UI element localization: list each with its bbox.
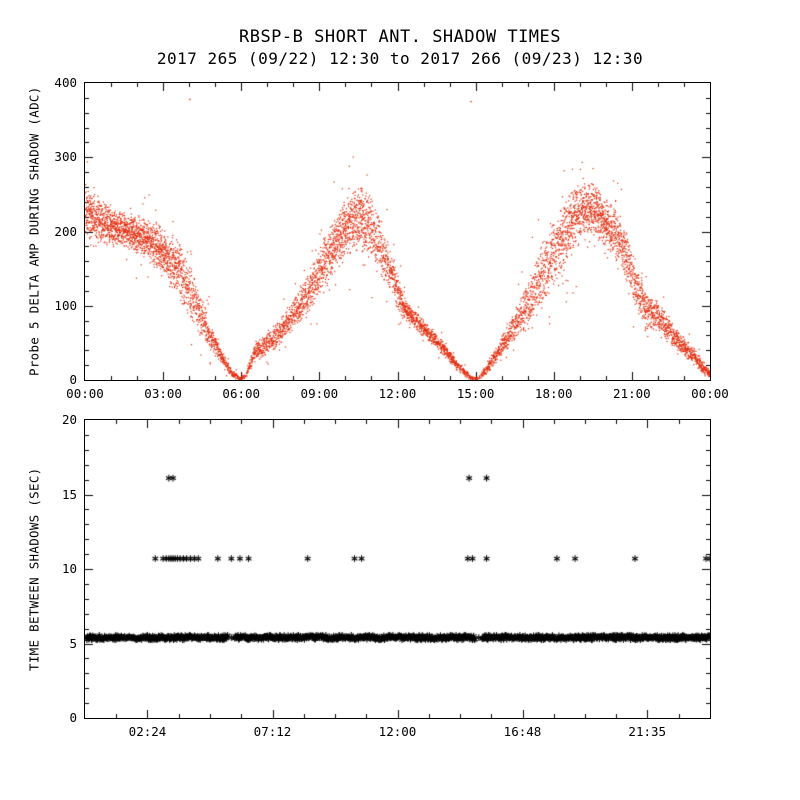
bottom-scatter-panel: TIME BETWEEN SHADOWS (SEC) 02:24 07:12 12:… <box>27 412 711 739</box>
chart-subtitle: 2017 265 (09/22) 12:30 to 2017 266 (09/2… <box>156 49 644 68</box>
x-tick-label: 18:00 <box>534 386 573 401</box>
top-scatter-panel: Probe 5 DELTA AMP DURING SHADOW (ADC) 00… <box>27 75 729 401</box>
x-tick-label: 00:00 <box>691 386 729 401</box>
y-tick-label: 5 <box>69 635 77 651</box>
top-y-axis-label: Probe 5 DELTA AMP DURING SHADOW (ADC) <box>26 86 42 377</box>
y-tick-label: 20 <box>61 412 77 427</box>
y-tick-label: 200 <box>54 223 77 239</box>
y-tick-label: 15 <box>61 486 77 502</box>
y-tick-label: 0 <box>69 372 77 387</box>
x-tick-label: 06:00 <box>222 386 261 401</box>
x-tick-label: 02:24 <box>128 724 167 739</box>
y-tick-label: 100 <box>54 297 77 313</box>
x-tick-label: 21:35 <box>628 724 667 739</box>
x-tick-label: 15:00 <box>456 386 495 401</box>
y-tick-label: 400 <box>54 75 77 90</box>
x-tick-label: 21:00 <box>613 386 651 401</box>
x-tick-label: 07:12 <box>253 724 292 739</box>
x-tick-label: 03:00 <box>144 386 182 401</box>
x-tick-label: 16:48 <box>503 724 542 739</box>
x-tick-label: 00:00 <box>66 386 104 401</box>
chart-title: RBSP-B SHORT ANT. SHADOW TIMES <box>238 27 562 47</box>
top-scatter-canvas <box>85 83 710 380</box>
y-tick-label: 0 <box>69 710 77 725</box>
x-tick-label: 12:00 <box>378 724 417 739</box>
y-tick-label: 10 <box>61 561 77 576</box>
x-tick-label: 09:00 <box>300 386 339 401</box>
bottom-y-axis-label: TIME BETWEEN SHADOWS (SEC) <box>26 467 42 671</box>
bottom-scatter-canvas <box>85 420 710 718</box>
x-tick-label: 12:00 <box>378 386 417 401</box>
y-tick-label: 300 <box>54 149 77 165</box>
